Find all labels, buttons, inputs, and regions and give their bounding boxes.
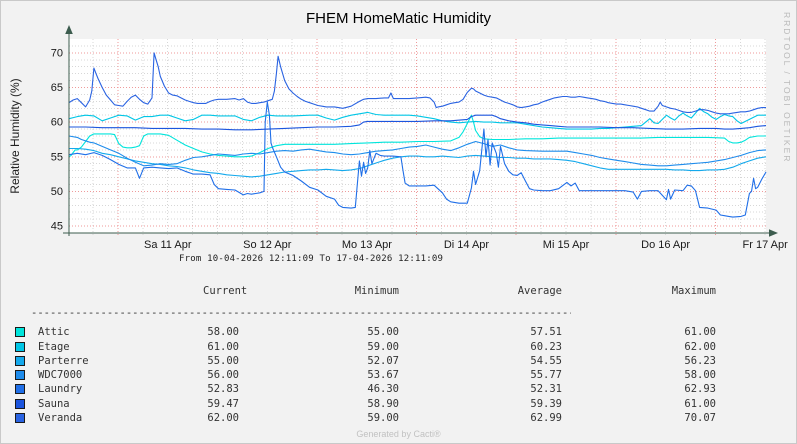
- x-axis-arrow: [769, 229, 778, 237]
- x-tick-label: Fr 17 Apr: [743, 239, 789, 251]
- maximum-value: 61.00: [684, 326, 716, 339]
- maximum-value: 58.00: [684, 369, 716, 382]
- graph-title: FHEM HomeMatic Humidity: [305, 10, 492, 27]
- series-name: Parterre: [38, 354, 89, 367]
- legend-separator: ----------------------------------------…: [31, 307, 571, 320]
- maximum-value: 70.07: [684, 412, 716, 425]
- average-value: 57.51: [530, 326, 562, 339]
- series-name: Sauna: [38, 397, 70, 410]
- current-value: 55.00: [207, 354, 239, 367]
- series-line-veranda: [68, 52, 766, 115]
- legend-table: Current Minimum Average Maximum --------…: [15, 284, 730, 425]
- maximum-value: 56.23: [684, 354, 716, 367]
- laundry-color-swatch: [15, 384, 25, 395]
- series-name: Etage: [38, 340, 70, 353]
- x-tick-label: Mi 15 Apr: [543, 239, 590, 251]
- series-line-attic: [68, 114, 766, 158]
- x-tick-label: Sa 11 Apr: [144, 239, 192, 251]
- series-line-laundry: [68, 101, 767, 218]
- column-header-maximum: Maximum: [671, 285, 716, 297]
- y-tick-label: 55: [51, 151, 63, 163]
- column-header-current: Current: [203, 285, 248, 297]
- column-header-average: Average: [517, 285, 562, 297]
- minimum-value: 46.30: [367, 383, 399, 396]
- attic-color-swatch: [15, 327, 25, 338]
- average-value: 55.77: [530, 369, 562, 382]
- current-value: 56.00: [207, 369, 239, 382]
- series-line-sauna: [69, 114, 767, 131]
- current-value: 61.00: [207, 340, 239, 353]
- series-name: Veranda: [38, 412, 83, 425]
- y-tick-label: 70: [51, 47, 63, 59]
- legend-row-laundry: Laundry 52.83 46.30 52.31 62.93: [15, 382, 730, 396]
- legend-row-wdc7000: WDC7000 56.00 53.67 55.77 58.00: [15, 368, 730, 382]
- series-line-wdc7000: [68, 135, 767, 167]
- sauna-color-swatch: [15, 398, 25, 409]
- average-value: 62.99: [530, 412, 562, 425]
- current-value: 59.47: [207, 397, 239, 410]
- legend-row-sauna: Sauna 59.47 58.90 59.39 61.00: [15, 397, 730, 411]
- humidity-chart: 45 50 55 60 65 70 Sa 11 Apr So 12 Apr Mo 13 Apr D…: [51, 25, 789, 251]
- current-value: 52.83: [207, 383, 239, 396]
- minimum-value: 52.07: [367, 354, 399, 367]
- y-axis-arrow: [65, 25, 73, 34]
- veranda-color-swatch: [15, 413, 25, 424]
- rrdtool-watermark: RRDTOOL / TOBI OETIKER: [782, 12, 792, 164]
- minimum-value: 58.90: [367, 397, 399, 410]
- average-value: 52.31: [530, 383, 562, 396]
- x-tick-label: Di 14 Apr: [444, 239, 490, 251]
- legend-header-row: Current Minimum Average Maximum: [15, 284, 730, 298]
- maximum-value: 61.00: [684, 397, 716, 410]
- column-header-minimum: Minimum: [354, 285, 399, 297]
- series-name: Laundry: [38, 383, 83, 396]
- legend-row-etage: Etage 61.00 59.00 60.23 62.00: [15, 340, 730, 354]
- legend-row-attic: Attic 58.00 55.00 57.51 61.00: [15, 325, 730, 339]
- current-value: 62.00: [207, 412, 239, 425]
- minimum-value: 53.67: [367, 369, 399, 382]
- minimum-value: 59.00: [367, 412, 399, 425]
- y-tick-label: 65: [51, 82, 63, 94]
- series-name: WDC7000: [38, 369, 83, 382]
- y-tick-label: 50: [51, 186, 63, 198]
- legend-row-parterre: Parterre 55.00 52.07 54.55 56.23: [15, 354, 730, 368]
- y-tick-label: 45: [51, 221, 63, 233]
- parterre-color-swatch: [15, 355, 25, 366]
- wdc7000-color-swatch: [15, 370, 25, 381]
- average-value: 54.55: [530, 354, 562, 367]
- minimum-value: 59.00: [367, 340, 399, 353]
- etage-color-swatch: [15, 341, 25, 352]
- legend-row-veranda: Veranda 62.00 59.00 62.99 70.07: [15, 411, 730, 425]
- x-tick-label: Do 16 Apr: [641, 239, 690, 251]
- minimum-value: 55.00: [367, 326, 399, 339]
- current-value: 58.00: [207, 326, 239, 339]
- average-value: 59.39: [530, 397, 562, 410]
- maximum-value: 62.93: [684, 383, 716, 396]
- average-value: 60.23: [530, 340, 562, 353]
- series-name: Attic: [38, 326, 70, 339]
- x-tick-label: Mo 13 Apr: [342, 239, 392, 251]
- time-range-subtitle: From 10-04-2026 12:11:09 To 17-04-2026 1…: [179, 254, 444, 264]
- x-tick-label: So 12 Apr: [243, 239, 292, 251]
- y-tick-label: 60: [51, 117, 63, 129]
- cacti-footer: Generated by Cacti®: [356, 429, 441, 439]
- maximum-value: 62.00: [684, 340, 716, 353]
